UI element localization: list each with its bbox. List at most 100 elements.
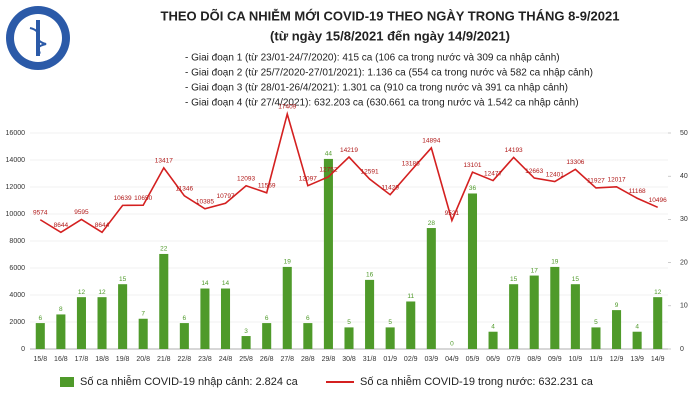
x-tick-label: 13/9	[630, 356, 644, 363]
bar	[159, 253, 169, 349]
bar	[282, 266, 292, 349]
annotation: - Giai đoạn 1 (từ 23/01-24/7/2020): 415 …	[185, 53, 560, 64]
y-tick-label: 16000	[6, 130, 26, 137]
x-tick-label: 20/8	[136, 356, 150, 363]
y-tick-label: 2000	[9, 319, 25, 326]
bar	[262, 323, 272, 349]
bar	[467, 193, 478, 349]
line	[39, 110, 659, 234]
bar	[365, 279, 375, 349]
x-tick-label: 15/8	[33, 356, 47, 363]
y2-tick-label: 10	[680, 303, 688, 310]
y-tick-label: 10000	[6, 211, 26, 218]
bar	[509, 284, 519, 349]
line-value-label: 14193	[505, 147, 523, 154]
bar	[179, 323, 189, 349]
y2-tick-label: 40	[680, 173, 688, 180]
x-tick-label: 26/8	[260, 356, 274, 363]
line-value-label: 11168	[629, 188, 646, 195]
x-tick-label: 08/9	[527, 356, 541, 363]
bar-value-label: 3	[244, 328, 248, 335]
x-tick-label: 04/9	[445, 356, 459, 363]
line-value-label: 9574	[33, 209, 48, 216]
bar-value-label: 15	[572, 276, 580, 283]
bar-value-label: 11	[407, 293, 414, 300]
bar	[385, 327, 395, 349]
x-tick-label: 14/9	[651, 356, 665, 363]
bar	[632, 331, 642, 349]
line-value-label: 11346	[176, 186, 194, 193]
bar	[591, 327, 601, 349]
line-value-label: 10385	[196, 199, 214, 206]
x-tick-label: 28/8	[301, 356, 315, 363]
bar-value-label: 15	[119, 276, 127, 283]
line-value-label: 10797	[216, 193, 234, 200]
annotation: - Giai đoạn 2 (từ 25/7/2020-27/01/2021):…	[185, 68, 593, 79]
x-tick-label: 18/8	[95, 356, 109, 363]
line-value-label: 11569	[258, 183, 276, 190]
x-tick-label: 01/9	[383, 356, 397, 363]
bar	[241, 336, 251, 349]
line-value-label: 9521	[445, 210, 460, 217]
line-value-label: 12663	[525, 168, 543, 175]
bar	[344, 327, 354, 349]
y-tick-label: 8000	[9, 238, 25, 245]
line-value-label: 12093	[237, 175, 255, 182]
x-tick-label: 27/8	[280, 356, 294, 363]
line-value-label: 11927	[587, 178, 605, 185]
logo	[6, 6, 70, 70]
bar	[35, 323, 45, 349]
legend-label: Số ca nhiễm COVID-19 nhập cảnh: 2.824 ca	[80, 375, 299, 388]
bar-value-label: 7	[141, 310, 145, 317]
bar-value-label: 12	[78, 289, 86, 296]
bar-value-label: 19	[284, 259, 292, 266]
y-tick-label: 14000	[6, 157, 26, 164]
x-tick-label: 10/9	[569, 356, 583, 363]
bar	[220, 288, 231, 349]
bar	[118, 284, 128, 349]
bar	[76, 297, 86, 349]
line-value-label: 13101	[463, 162, 481, 169]
bar-value-label: 12	[654, 289, 662, 296]
line-value-label: 17409	[278, 104, 296, 111]
line-value-label: 12477	[484, 170, 502, 177]
x-tick-label: 29/8	[322, 356, 336, 363]
line-value-label: 14219	[340, 147, 358, 154]
bar-value-label: 36	[469, 185, 477, 192]
x-tick-label: 02/9	[404, 356, 418, 363]
x-tick-label: 21/8	[157, 356, 171, 363]
y-tick-label: 12000	[6, 184, 26, 191]
y-tick-label: 4000	[9, 292, 25, 299]
x-tick-label: 24/8	[219, 356, 233, 363]
x-tick-label: 30/8	[342, 356, 356, 363]
bar-value-label: 0	[450, 341, 454, 348]
bar	[612, 310, 622, 349]
bar-value-label: 14	[201, 280, 209, 287]
line-value-label: 12591	[361, 169, 379, 176]
x-tick-label: 09/9	[548, 356, 562, 363]
bar	[406, 301, 416, 349]
line-value-label: 12401	[546, 171, 564, 178]
bar-value-label: 12	[98, 289, 106, 296]
line-value-label: 10496	[649, 197, 667, 204]
bar-value-label: 9	[615, 302, 619, 309]
x-tick-label: 06/9	[486, 356, 500, 363]
bar	[56, 314, 66, 349]
y2-tick-label: 0	[680, 346, 684, 353]
bar	[570, 284, 580, 349]
bar	[426, 228, 436, 349]
x-tick-label: 03/9	[425, 356, 439, 363]
x-tick-label: 31/8	[363, 356, 377, 363]
line-value-label: 10650	[134, 195, 152, 202]
bar-value-label: 6	[265, 315, 269, 322]
line-value-label: 10639	[114, 195, 132, 202]
bar-value-label: 17	[531, 267, 539, 274]
legend-swatch	[60, 377, 74, 387]
bar-value-label: 19	[551, 259, 559, 266]
bar	[488, 331, 498, 349]
line-value-label: 12752	[319, 167, 337, 174]
bar-value-label: 5	[388, 319, 392, 326]
chart-title: THEO DÕI CA NHIỄM MỚI COVID-19 THEO NGÀY…	[161, 8, 620, 23]
bar-value-label: 22	[160, 246, 168, 253]
